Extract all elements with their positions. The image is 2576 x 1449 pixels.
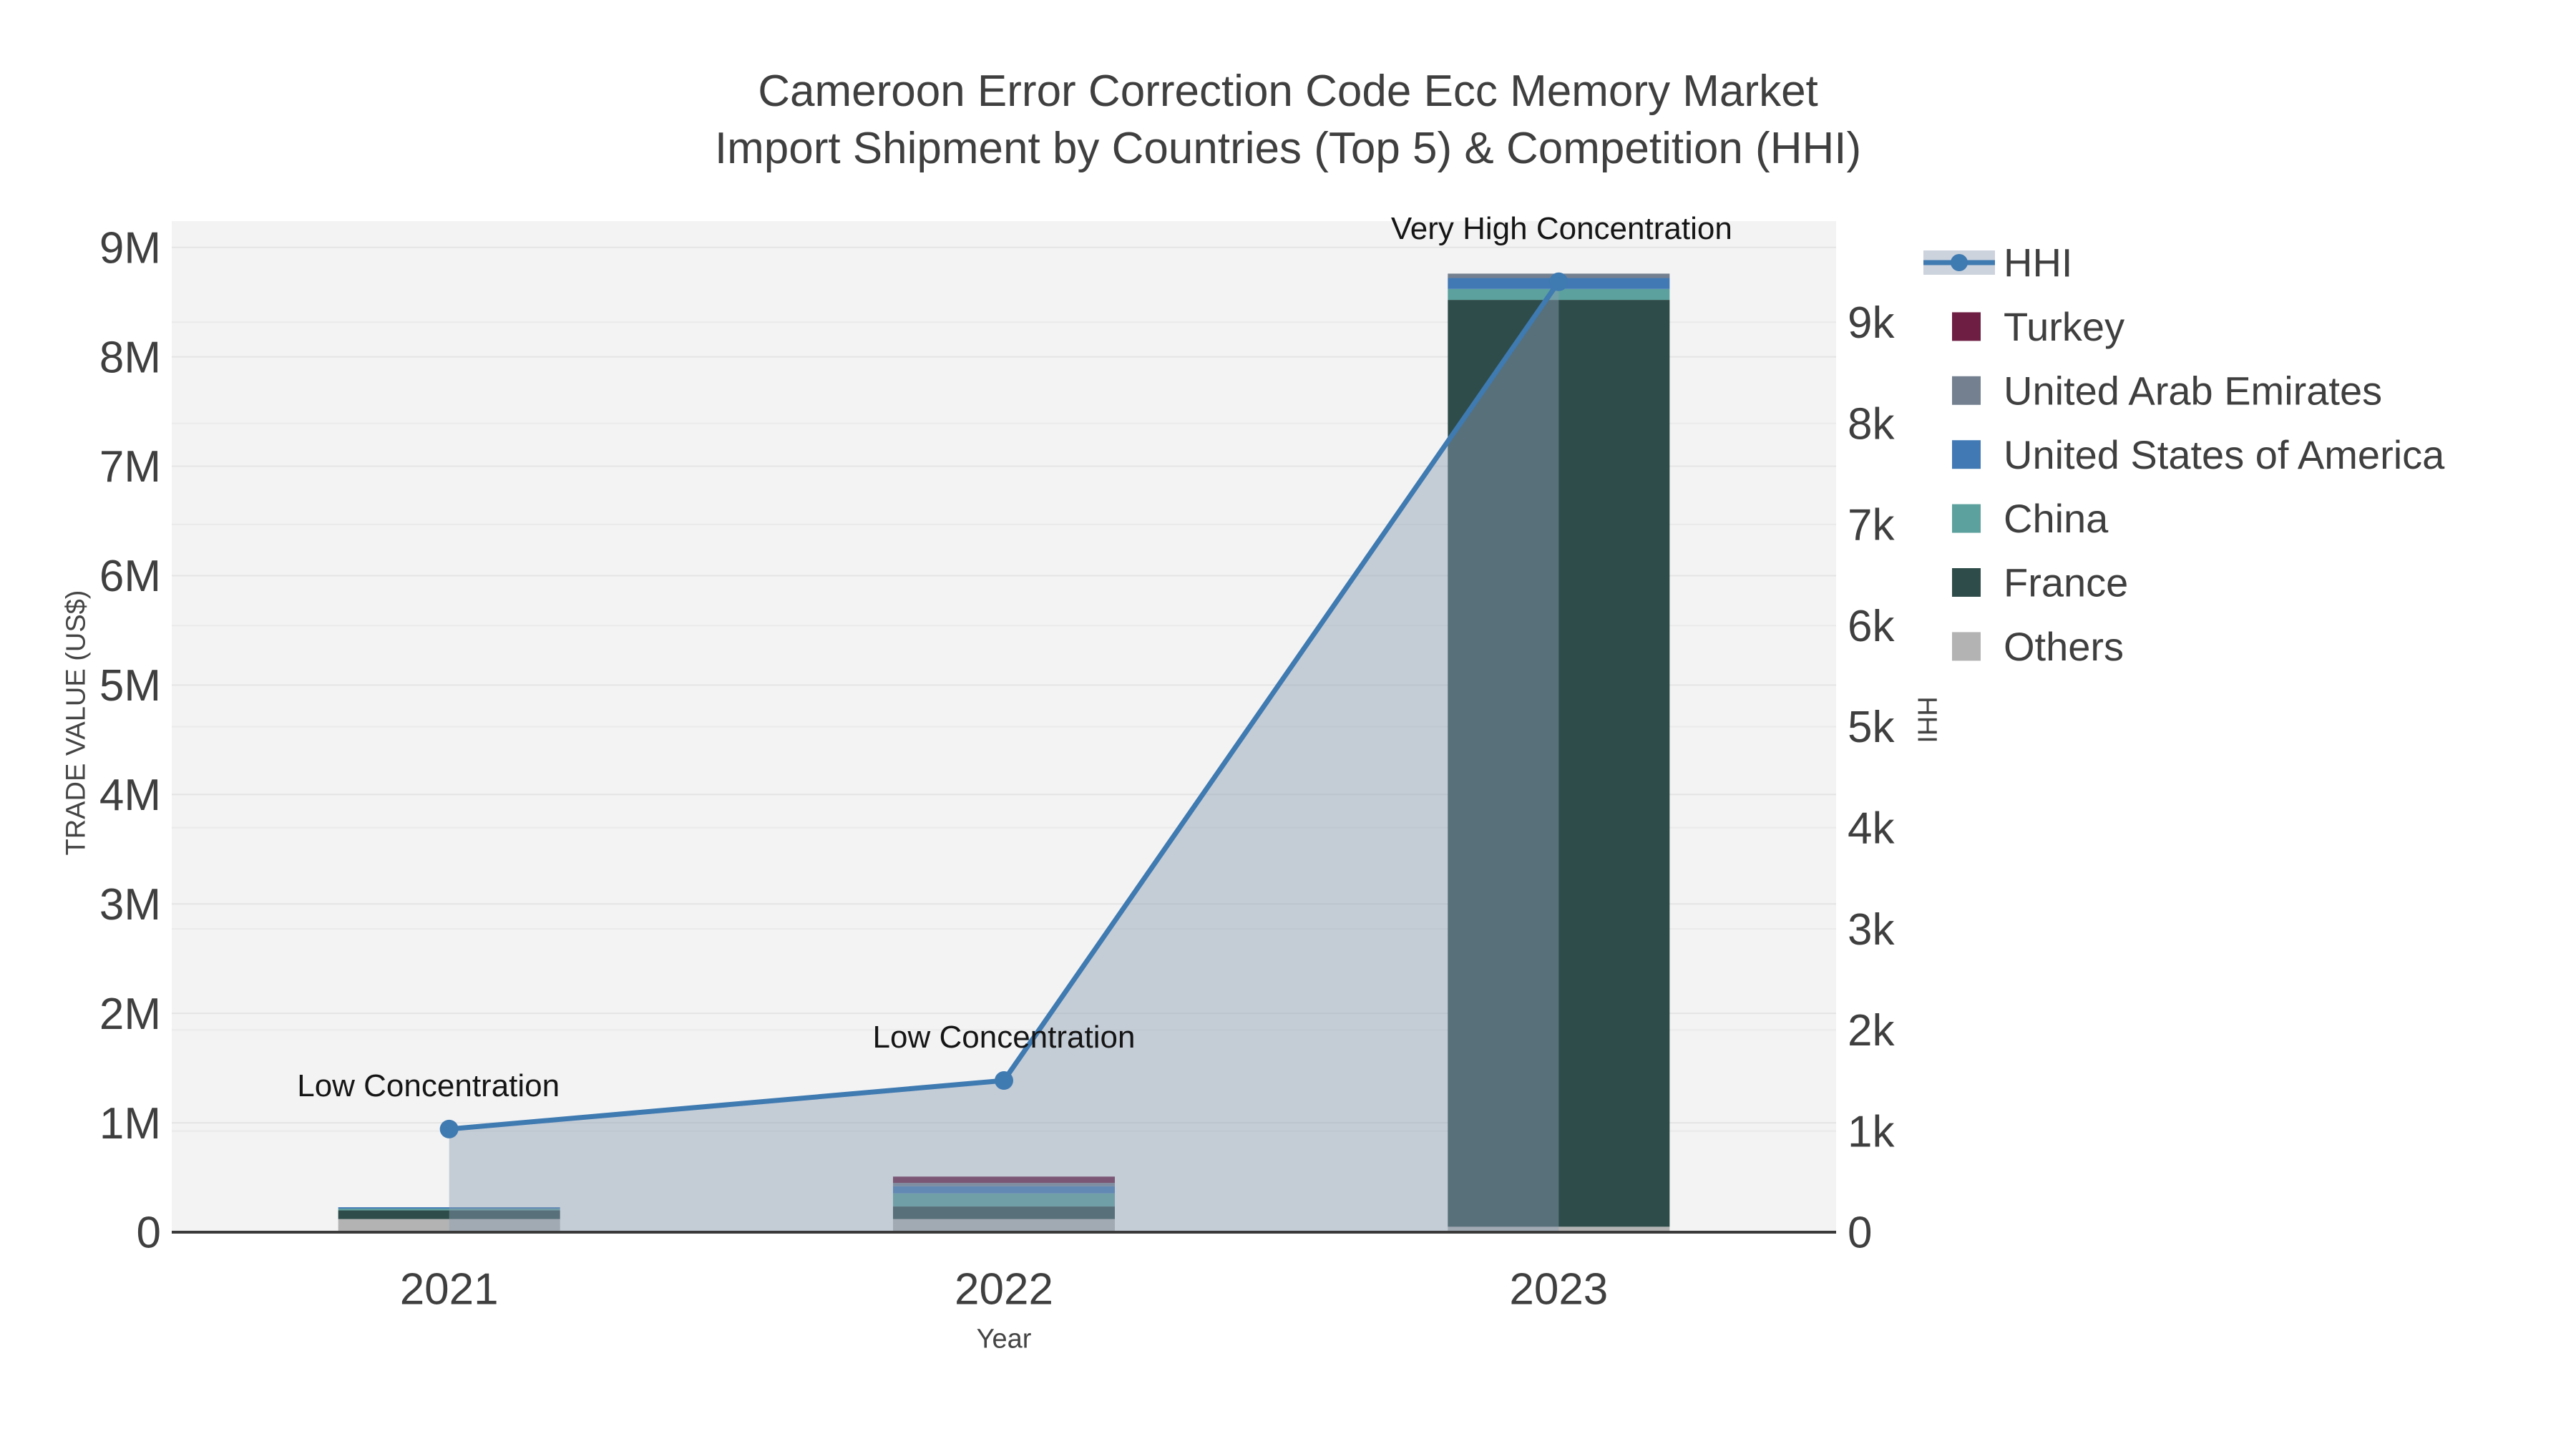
legend-swatch-france [1952,568,1981,597]
y-right-axis-title: HHI [1911,696,1942,743]
hhi-marker[interactable] [439,1119,459,1138]
annotation-2023: Very High Concentration [1391,211,1732,246]
bar-segment-china[interactable] [1448,288,1670,301]
x-tick-label: 2022 [955,1265,1053,1314]
bar-segment-others[interactable] [1448,1226,1670,1232]
legend-item-others[interactable]: Others [1952,624,2124,669]
legend-item-hhi[interactable]: HHI [1923,240,2072,286]
y-right-tick-label: 7k [1848,501,1895,550]
x-axis-title: Year [976,1324,1032,1355]
y-left-tick-label: 0 [137,1209,161,1258]
y-right-tick-label: 4k [1848,804,1895,854]
y-left-tick-label: 3M [99,880,161,930]
bar-segment-others[interactable] [893,1219,1115,1232]
legend-label-china: China [2004,496,2109,541]
legend-swatch-china [1952,504,1981,533]
hhi-marker[interactable] [1549,272,1568,291]
y-right-tick-label: 1k [1848,1107,1895,1156]
legend-label-france: France [2004,560,2128,605]
y-left-tick-label: 9M [99,223,161,273]
y-left-tick-label: 8M [99,333,161,382]
chart-title-line2: Import Shipment by Countries (Top 5) & C… [714,124,1862,173]
legend-item-united-states-of-america[interactable]: United States of America [1952,432,2445,477]
legend-swatch-united-arab-emirates [1952,376,1981,405]
y-right-tick-label: 6k [1848,602,1895,651]
annotation-2022: Low Concentration [873,1020,1136,1055]
y-left-tick-label: 4M [99,771,161,820]
bar-segment-france[interactable] [1448,300,1670,1227]
legend-hhi-marker [1951,254,1968,271]
chart-title: Cameroon Error Correction Code Ecc Memor… [0,63,2576,177]
y-left-tick-label: 2M [99,990,161,1039]
bar-segment-united-states-of-america[interactable] [338,1207,560,1209]
bar-segment-turkey[interactable] [893,1176,1115,1184]
y-left-tick-label: 7M [99,442,161,492]
legend-item-united-arab-emirates[interactable]: United Arab Emirates [1952,368,2382,413]
legend-item-turkey[interactable]: Turkey [1952,304,2124,349]
legend-label-united-arab-emirates: United Arab Emirates [2004,368,2382,413]
bar-segment-france[interactable] [893,1206,1115,1219]
y-left-tick-label: 1M [99,1099,161,1148]
legend-item-china[interactable]: China [1952,496,2109,541]
bar-segment-others[interactable] [338,1219,560,1232]
y-right-tick-label: 0 [1848,1209,1872,1258]
y-left-tick-label: 5M [99,661,161,711]
chart-title-line1: Cameroon Error Correction Code Ecc Memor… [758,67,1818,116]
y-left-axis-title: TRADE VALUE (US$) [61,590,92,856]
bar-segment-china[interactable] [893,1193,1115,1207]
y-right-tick-label: 3k [1848,905,1895,955]
bar-segment-united-states-of-america[interactable] [893,1186,1115,1194]
y-right-tick-label: 5k [1848,703,1895,752]
bar-segment-france[interactable] [338,1210,560,1219]
legend-item-france[interactable]: France [1952,560,2128,605]
annotation-2021: Low Concentration [297,1068,560,1103]
hhi-marker[interactable] [995,1071,1013,1091]
hhi-area-fill [449,281,1559,1232]
legend-label-turkey: Turkey [2004,304,2124,349]
y-right-tick-label: 8k [1848,399,1895,449]
y-right-tick-label: 9k [1848,298,1895,348]
legend-swatch-united-states-of-america [1952,440,1981,469]
bar-segment-china[interactable] [338,1209,560,1211]
x-tick-label: 2023 [1509,1265,1608,1314]
x-tick-label: 2021 [400,1265,499,1314]
bar-segment-united-arab-emirates[interactable] [893,1183,1115,1186]
y-right-tick-label: 2k [1848,1006,1895,1055]
legend-label-others: Others [2004,624,2124,669]
y-left-tick-label: 6M [99,552,161,601]
legend-swatch-others [1952,632,1981,661]
legend-swatch-turkey [1952,312,1981,341]
legend-label-united-states-of-america: United States of America [2004,432,2445,477]
legend-label-hhi: HHI [2004,240,2072,286]
